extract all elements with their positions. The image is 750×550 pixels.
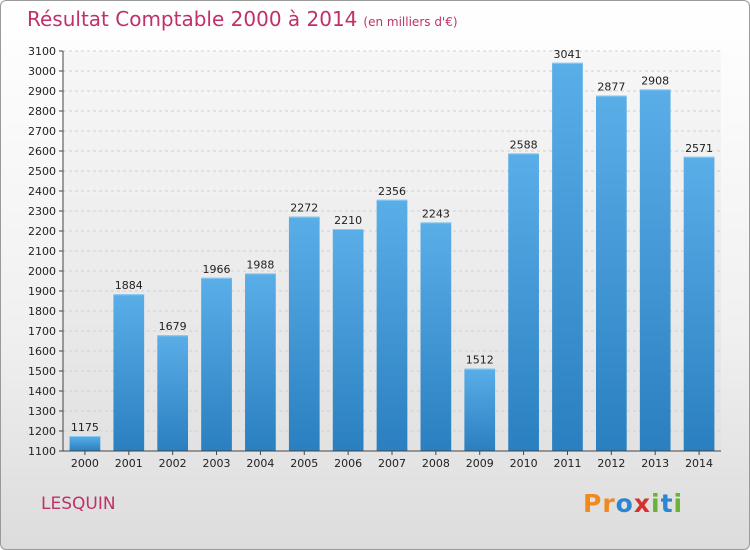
bar-2004 [245, 273, 276, 451]
value-label-2003: 1966 [203, 263, 231, 276]
bar-2003 [201, 277, 232, 451]
x-tick-label: 2007 [378, 457, 406, 470]
y-tick-label: 2800 [28, 105, 56, 118]
logo-letter: r [602, 489, 616, 518]
x-tick-label: 2012 [597, 457, 625, 470]
value-label-2005: 2272 [290, 202, 318, 215]
y-tick-label: 2900 [28, 85, 56, 98]
x-tick-label: 2009 [466, 457, 494, 470]
x-tick-label: 2010 [510, 457, 538, 470]
y-tick-label: 1300 [28, 405, 56, 418]
bar-2007 [376, 199, 408, 451]
bar-2013 [639, 89, 671, 452]
value-label-2011: 3041 [553, 48, 581, 61]
y-tick-label: 1800 [28, 305, 56, 318]
y-tick-label: 3000 [28, 65, 56, 78]
y-tick-label: 3100 [28, 45, 56, 58]
y-tick-label: 1100 [28, 445, 56, 458]
value-label-2013: 2908 [641, 74, 669, 87]
x-tick-label: 2005 [290, 457, 318, 470]
value-label-2010: 2588 [510, 138, 538, 151]
y-tick-label: 2500 [28, 165, 56, 178]
logo-letter: o [615, 489, 634, 518]
logo-letter: i [651, 489, 661, 518]
y-tick-label: 1400 [28, 385, 56, 398]
y-tick-label: 2300 [28, 205, 56, 218]
bar-2005 [288, 216, 320, 451]
x-tick-label: 2003 [203, 457, 231, 470]
logo-letter: P [583, 489, 603, 518]
y-tick-label: 1600 [28, 345, 56, 358]
y-tick-label: 2700 [28, 125, 56, 138]
bar-2006 [332, 229, 364, 451]
bar-2012 [595, 95, 627, 451]
city-name: LESQUIN [41, 494, 116, 514]
bar-2011 [552, 62, 583, 452]
x-tick-label: 2002 [159, 457, 187, 470]
value-label-2012: 2877 [597, 81, 625, 94]
x-tick-label: 2001 [115, 457, 143, 470]
bar-2014 [683, 156, 715, 452]
bar-2000 [69, 436, 101, 451]
logo-letter: i [673, 489, 684, 518]
chart-subtitle: (en milliers d'€) [363, 15, 458, 29]
logo-letter: x [633, 489, 651, 518]
bar-2008 [420, 222, 452, 451]
bar-2009 [464, 368, 496, 451]
value-label-2009: 1512 [466, 354, 494, 367]
value-label-2014: 2571 [685, 142, 713, 155]
title-text: Résultat Comptable 2000 à 2014 [27, 7, 358, 31]
x-tick-label: 2006 [334, 457, 362, 470]
x-tick-label: 2013 [641, 457, 669, 470]
y-tick-label: 2600 [28, 145, 56, 158]
y-tick-label: 2400 [28, 185, 56, 198]
chart-title: Résultat Comptable 2000 à 2014 (en millie… [27, 7, 458, 31]
y-tick-label: 1700 [28, 325, 56, 338]
logo-letter: t [660, 489, 674, 518]
y-tick-label: 1200 [28, 425, 56, 438]
value-label-2002: 1679 [159, 320, 187, 333]
x-tick-label: 2004 [246, 457, 274, 470]
x-tick-label: 2014 [685, 457, 713, 470]
proxiti-logo: Proxiti [583, 489, 683, 518]
axes: 1100 1200 1300 1400 1500 1600 1700 1800 1900 2000… [28, 45, 721, 470]
y-tick-label: 2100 [28, 245, 56, 258]
x-tick-label: 2000 [71, 457, 99, 470]
bar-2001 [113, 294, 145, 451]
value-label-2008: 2243 [422, 207, 450, 220]
bars: 1175 1884 1679 1966 1988 2272 2210 2356 2243 1512… [69, 48, 715, 452]
x-tick-label: 2008 [422, 457, 450, 470]
value-label-2001: 1884 [115, 279, 143, 292]
y-tick-label: 1500 [28, 365, 56, 378]
bar-2010 [508, 153, 539, 451]
value-label-2004: 1988 [246, 258, 274, 271]
y-tick-label: 2000 [28, 265, 56, 278]
y-tick-label: 1900 [28, 285, 56, 298]
x-tick-label: 2011 [553, 457, 581, 470]
value-label-2000: 1175 [71, 421, 99, 434]
value-label-2007: 2356 [378, 185, 406, 198]
bar-2002 [157, 335, 189, 451]
value-label-2006: 2210 [334, 214, 362, 227]
y-tick-label: 2200 [28, 225, 56, 238]
